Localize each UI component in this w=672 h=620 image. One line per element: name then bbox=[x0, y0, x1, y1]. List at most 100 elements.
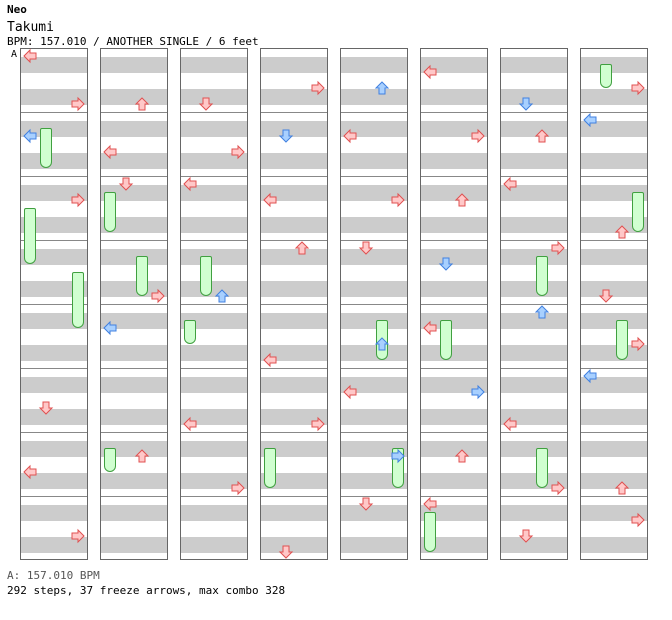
measure-line bbox=[21, 496, 87, 497]
measure-line bbox=[341, 112, 407, 113]
measure-line bbox=[421, 240, 487, 241]
left-arrow-icon bbox=[103, 144, 117, 160]
measure-line bbox=[21, 112, 87, 113]
right-arrow-icon bbox=[311, 80, 325, 96]
freeze-arrow bbox=[40, 128, 52, 168]
freeze-arrow bbox=[424, 512, 436, 552]
measure-line bbox=[421, 304, 487, 305]
right-arrow-icon bbox=[71, 96, 85, 112]
left-arrow-icon bbox=[503, 416, 517, 432]
left-arrow-icon bbox=[583, 368, 597, 384]
measure-line bbox=[581, 176, 647, 177]
measure-line bbox=[101, 240, 167, 241]
freeze-arrow bbox=[136, 256, 148, 296]
up-arrow-icon bbox=[534, 129, 550, 143]
down-arrow-icon bbox=[358, 497, 374, 511]
measure-line bbox=[21, 368, 87, 369]
left-arrow-icon bbox=[103, 320, 117, 336]
freeze-arrow bbox=[72, 272, 84, 328]
left-arrow-icon bbox=[343, 128, 357, 144]
freeze-arrow bbox=[536, 256, 548, 296]
down-arrow-icon bbox=[278, 545, 294, 559]
measure-line bbox=[101, 496, 167, 497]
up-arrow-icon bbox=[614, 481, 630, 495]
left-arrow-icon bbox=[23, 464, 37, 480]
down-arrow-icon bbox=[38, 401, 54, 415]
up-arrow-icon bbox=[374, 337, 390, 351]
measure-line bbox=[501, 112, 567, 113]
measure-line bbox=[581, 368, 647, 369]
freeze-arrow bbox=[184, 320, 196, 344]
chart-column bbox=[500, 48, 568, 560]
left-arrow-icon bbox=[183, 176, 197, 192]
right-arrow-icon bbox=[391, 448, 405, 464]
measure-line bbox=[181, 304, 247, 305]
up-arrow-icon bbox=[534, 305, 550, 319]
bpm-section-marker: A bbox=[11, 49, 18, 60]
up-arrow-icon bbox=[134, 97, 150, 111]
up-arrow-icon bbox=[214, 289, 230, 303]
measure-line bbox=[501, 432, 567, 433]
measure-line bbox=[501, 368, 567, 369]
left-arrow-icon bbox=[503, 176, 517, 192]
left-arrow-icon bbox=[423, 320, 437, 336]
up-arrow-icon bbox=[454, 449, 470, 463]
measure-line bbox=[21, 240, 87, 241]
right-arrow-icon bbox=[551, 240, 565, 256]
right-arrow-icon bbox=[631, 336, 645, 352]
down-arrow-icon bbox=[438, 257, 454, 271]
measure-line bbox=[341, 432, 407, 433]
freeze-arrow bbox=[264, 448, 276, 488]
measure-line bbox=[261, 112, 327, 113]
measure-line bbox=[261, 176, 327, 177]
measure-line bbox=[181, 112, 247, 113]
measure-line bbox=[181, 368, 247, 369]
down-arrow-icon bbox=[598, 289, 614, 303]
down-arrow-icon bbox=[118, 177, 134, 191]
measure-line bbox=[421, 432, 487, 433]
freeze-arrow bbox=[616, 320, 628, 360]
chart-info: BPM: 157.010 / ANOTHER SINGLE / 6 feet bbox=[7, 35, 259, 48]
down-arrow-icon bbox=[278, 129, 294, 143]
right-arrow-icon bbox=[631, 512, 645, 528]
right-arrow-icon bbox=[391, 192, 405, 208]
right-arrow-icon bbox=[71, 192, 85, 208]
left-arrow-icon bbox=[423, 496, 437, 512]
measure-line bbox=[421, 496, 487, 497]
measure-line bbox=[421, 368, 487, 369]
measure-line bbox=[341, 176, 407, 177]
measure-line bbox=[181, 496, 247, 497]
measure-line bbox=[501, 240, 567, 241]
right-arrow-icon bbox=[471, 128, 485, 144]
measure-line bbox=[341, 304, 407, 305]
freeze-arrow bbox=[632, 192, 644, 232]
measure-line bbox=[581, 496, 647, 497]
chart-column bbox=[580, 48, 648, 560]
left-arrow-icon bbox=[263, 192, 277, 208]
measure-line bbox=[261, 496, 327, 497]
right-arrow-icon bbox=[471, 384, 485, 400]
right-arrow-icon bbox=[551, 480, 565, 496]
step-stats: 292 steps, 37 freeze arrows, max combo 3… bbox=[7, 584, 286, 597]
right-arrow-icon bbox=[231, 480, 245, 496]
measure-line bbox=[341, 368, 407, 369]
measure-line bbox=[341, 240, 407, 241]
right-arrow-icon bbox=[231, 144, 245, 160]
measure-line bbox=[261, 432, 327, 433]
right-arrow-icon bbox=[631, 80, 645, 96]
right-arrow-icon bbox=[311, 416, 325, 432]
left-arrow-icon bbox=[23, 48, 37, 64]
freeze-arrow bbox=[600, 64, 612, 88]
measure-line bbox=[101, 368, 167, 369]
measure-line bbox=[101, 304, 167, 305]
left-arrow-icon bbox=[423, 64, 437, 80]
artist-name: Neo bbox=[7, 3, 27, 16]
measure-line bbox=[581, 432, 647, 433]
song-title: Takumi bbox=[7, 20, 54, 35]
freeze-arrow bbox=[440, 320, 452, 360]
chart-column bbox=[100, 48, 168, 560]
measure-line bbox=[581, 304, 647, 305]
measure-line bbox=[181, 240, 247, 241]
measure-line bbox=[341, 496, 407, 497]
freeze-arrow bbox=[536, 448, 548, 488]
